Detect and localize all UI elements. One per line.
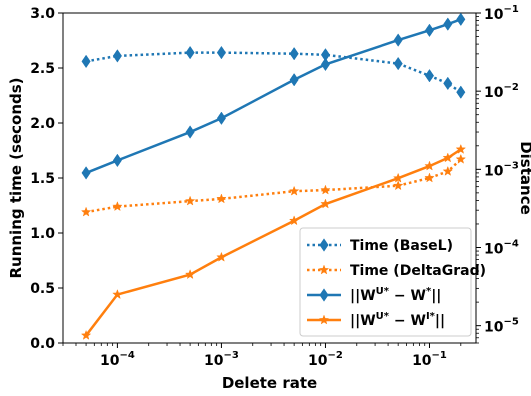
- legend-label: ||WU* − WI*||: [350, 311, 445, 329]
- y-right-tick-label: 10−2: [484, 82, 519, 101]
- y-left-tick-label: 0.0: [30, 336, 55, 352]
- series-line: [85, 158, 462, 214]
- series-3: [80, 143, 467, 340]
- data-point: [185, 125, 195, 139]
- data-point: [289, 73, 299, 87]
- x-tick-label: 10−3: [204, 350, 239, 369]
- y-right-tick-label: 10−4: [484, 238, 519, 257]
- y-axis-right-title: Distance: [517, 141, 531, 215]
- data-point: [216, 251, 227, 262]
- data-point: [455, 153, 467, 164]
- data-point: [424, 69, 435, 83]
- legend-swatch-marker: [319, 288, 329, 302]
- y-left-tick-label: 2.0: [30, 116, 55, 132]
- legend-label: Time (DeltaGrad): [350, 263, 486, 279]
- data-point: [112, 289, 123, 300]
- series-line: [85, 51, 462, 94]
- data-point: [393, 56, 403, 71]
- legend-swatch-marker: [318, 264, 330, 275]
- series-line: [85, 148, 462, 337]
- data-point: [442, 152, 454, 163]
- y-right-tick-label: 10−3: [484, 160, 519, 179]
- legend: Time (BaseL) Time (DeltaGrad) ||WU* − W*||…: [299, 227, 486, 337]
- legend-label: Time (BaseL): [350, 238, 453, 254]
- data-point: [112, 49, 122, 63]
- x-tick-label: 10−4: [100, 350, 135, 369]
- series-layer: [80, 12, 467, 340]
- data-point: [80, 206, 92, 217]
- y-right-tick-label: 10−1: [484, 4, 519, 23]
- y-left-tick-label: 1.0: [30, 226, 55, 242]
- data-point: [112, 153, 122, 168]
- data-point: [288, 215, 300, 226]
- series-2: [81, 12, 466, 180]
- data-point: [288, 185, 300, 196]
- data-point: [216, 193, 227, 204]
- data-point: [80, 329, 92, 340]
- legend-swatch-marker: [318, 314, 330, 325]
- data-point: [320, 198, 331, 209]
- data-point: [455, 143, 467, 154]
- y-left-tick-label: 3.0: [30, 6, 55, 22]
- data-point: [320, 184, 331, 195]
- legend-entry: ||WU* − W*||: [307, 286, 441, 304]
- data-point: [184, 195, 196, 206]
- data-point: [112, 201, 123, 212]
- legend-entry: Time (DeltaGrad): [307, 263, 486, 279]
- data-point: [393, 33, 403, 47]
- y-axis-left-title: Running time (seconds): [7, 77, 25, 278]
- y-left-tick-label: 0.5: [30, 281, 55, 297]
- data-point: [216, 111, 226, 125]
- data-point: [392, 180, 404, 191]
- series-1: [80, 153, 467, 217]
- data-point: [456, 12, 466, 27]
- data-point: [185, 45, 195, 60]
- data-point: [456, 85, 466, 99]
- data-point: [320, 57, 331, 72]
- data-point: [289, 47, 299, 61]
- legend-box: [299, 227, 472, 337]
- x-axis-title: Delete rate: [222, 374, 317, 392]
- data-point: [424, 23, 435, 38]
- x-tick-label: 10−2: [308, 350, 343, 369]
- data-point: [81, 54, 91, 69]
- axes-layer: 10−4 10−3 10−2 10−1 0.0 0.5 1.0 1.5 2.0 2.5 3.0 10−…: [30, 4, 519, 369]
- data-point: [424, 172, 435, 183]
- y-right-tick-label: 10−5: [484, 317, 519, 336]
- series-line: [85, 18, 462, 175]
- data-point: [392, 172, 404, 183]
- x-tick-label: 10−1: [412, 350, 447, 369]
- series-0: [81, 45, 466, 99]
- data-point: [184, 269, 196, 280]
- data-point: [424, 160, 435, 171]
- y-left-tick-label: 1.5: [30, 171, 55, 187]
- data-point: [81, 166, 91, 180]
- data-point: [216, 45, 226, 60]
- data-point: [443, 76, 453, 91]
- data-point: [443, 17, 453, 31]
- legend-entry: Time (BaseL): [307, 238, 453, 254]
- legend-label: ||WU* − W*||: [350, 286, 441, 304]
- legend-swatch-marker: [319, 238, 329, 252]
- data-point: [442, 165, 454, 176]
- y-left-tick-label: 2.5: [30, 61, 55, 77]
- legend-entry: ||WU* − WI*||: [307, 311, 445, 329]
